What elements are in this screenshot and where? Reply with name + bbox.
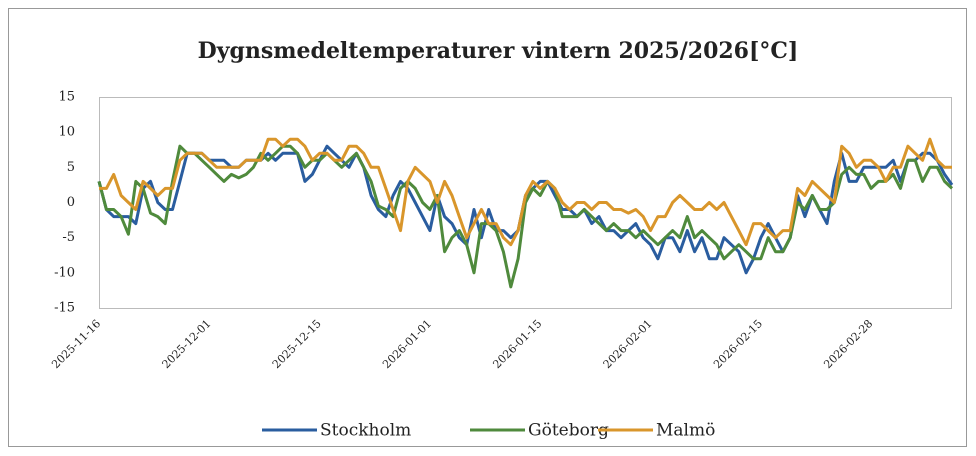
y-tick-label: 15 — [58, 90, 75, 105]
line-series — [99, 137, 952, 247]
legend-text: Göteborg — [528, 421, 609, 441]
plot-border — [99, 97, 952, 309]
y-tick-label: 10 — [58, 125, 75, 140]
y-tick-label: -10 — [54, 265, 75, 280]
y-tick-label: 0 — [67, 195, 75, 210]
legend-text: Stockholm — [320, 421, 411, 441]
y-tick-label: -15 — [54, 301, 75, 316]
chart-border — [8, 8, 967, 447]
legend-text: Malmö — [656, 421, 715, 441]
y-tick-label: 5 — [67, 160, 75, 175]
y-tick-label: -5 — [62, 230, 75, 245]
chart-title: Dygnsmedeltemperaturer vintern 2025/2026… — [198, 38, 799, 64]
